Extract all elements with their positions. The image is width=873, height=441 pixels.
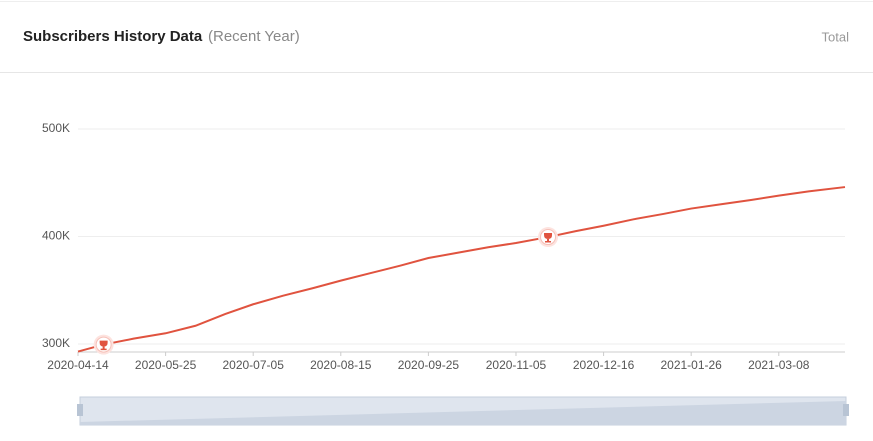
y-tick-label: 400K (42, 229, 70, 243)
milestone-marker: 2020-04-26 (93, 334, 114, 355)
x-tick-label: 2020-07-05 (222, 358, 284, 372)
chart-subtitle: (Recent Year) (208, 28, 300, 45)
x-tick-label: 2020-11-05 (486, 358, 547, 372)
y-tick-label: 300K (42, 336, 70, 350)
chart-title: Subscribers History Data (23, 28, 203, 45)
x-tick-label: 2020-05-25 (135, 358, 197, 372)
x-tick-label: 2020-08-15 (310, 358, 372, 372)
slider-handle[interactable] (77, 404, 83, 416)
x-tick-label: 2021-01-26 (660, 358, 722, 372)
trophy-icon (99, 340, 108, 351)
trophy-icon (544, 233, 553, 243)
y-tick-label: 500K (42, 121, 70, 135)
slider-preview (80, 401, 846, 425)
milestone-marker: 2020-11-20 (538, 227, 559, 248)
slider-handle[interactable] (843, 404, 849, 416)
x-tick-label: 2020-04-14 (47, 358, 109, 372)
mode-toggle[interactable]: Total (822, 29, 850, 44)
x-tick-label: 2021-03-08 (748, 358, 810, 372)
x-tick-label: 2020-12-16 (573, 358, 635, 372)
zoom-slider[interactable] (77, 396, 849, 426)
line (77, 186, 846, 353)
x-tick-label: 2020-09-25 (398, 358, 460, 372)
